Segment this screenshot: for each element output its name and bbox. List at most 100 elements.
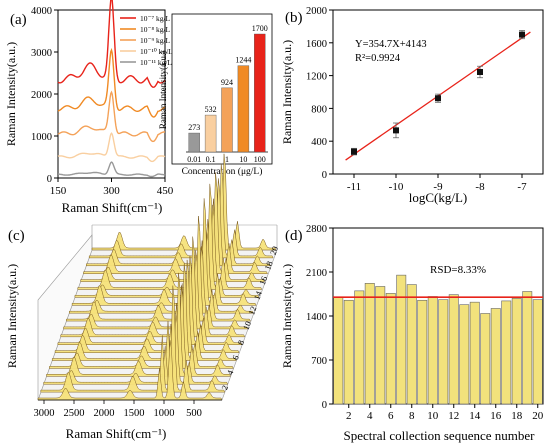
inset-bar bbox=[221, 87, 233, 153]
panel-d-bar bbox=[396, 274, 407, 405]
waterfall-spectrum bbox=[66, 215, 251, 322]
data-point bbox=[477, 68, 483, 75]
panel-d-x-tick-label: 14 bbox=[469, 410, 481, 422]
panel-c-depth-tick-label: 4 bbox=[225, 368, 236, 376]
panel-a-y-ticks: 0 1000 2000 3000 4000 bbox=[31, 6, 58, 185]
panel-d-x-tick-label: 16 bbox=[490, 410, 502, 422]
panel-c-x-tick-label: 2500 bbox=[64, 408, 85, 419]
panel-b-x-ticks: -11 -10 -9 -8 -7 bbox=[347, 174, 527, 193]
panel-d-x-ticks: 2 4 6 8 10 12 14 16 18 20 bbox=[346, 404, 544, 422]
panel-b-y-tick-label: 1200 bbox=[306, 72, 327, 83]
waterfall-spectrum bbox=[77, 183, 263, 290]
inset-bar bbox=[254, 33, 266, 153]
panel-c-x-tick-label: 3000 bbox=[34, 408, 55, 419]
legend-label: 10⁻⁹ kg/L bbox=[140, 36, 171, 45]
waterfall-spectrum bbox=[63, 250, 248, 330]
panel-a-inset: 273 0.01 532 0.1 924 1 1244 10 1700 100 Raman Int… bbox=[158, 13, 273, 177]
panel-b-x-tick-label: -10 bbox=[389, 181, 404, 193]
panel-d-y-label: Raman Intensity(a.u.) bbox=[280, 264, 294, 368]
panel-d-x-tick-label: 8 bbox=[409, 410, 415, 422]
panel-d-bar bbox=[522, 291, 533, 405]
panel-d-bar bbox=[532, 299, 543, 405]
waterfall-spectrum bbox=[83, 172, 268, 274]
data-point bbox=[435, 95, 441, 102]
panel-label-d: (d) bbox=[285, 228, 303, 244]
waterfall-spectrum bbox=[37, 340, 223, 401]
panel-a-spectrum-line bbox=[57, 0, 166, 88]
panel-d-bar bbox=[364, 283, 375, 405]
inset-bar bbox=[204, 114, 217, 153]
panel-c-depth-tick-label: 6 bbox=[230, 354, 241, 361]
panel-d-y-tick-label: 700 bbox=[311, 356, 327, 367]
waterfall-spectrum bbox=[86, 178, 271, 267]
panel-a-x-label: Raman Shift(cm⁻¹) bbox=[62, 200, 163, 215]
panel-d-y-tick-label: 1400 bbox=[306, 312, 327, 323]
waterfall-spectrum bbox=[91, 153, 277, 251]
inset-x-tick-label: 100 bbox=[254, 155, 266, 164]
inset-bar-value: 532 bbox=[205, 105, 217, 114]
panel-d-bars bbox=[333, 274, 543, 405]
panel-d-bar bbox=[385, 293, 396, 405]
waterfall-spectrum bbox=[57, 255, 243, 345]
panel-c-x-ticks: 3000 2500 2000 1500 1000 500 bbox=[34, 399, 222, 419]
panel-label-a: (a) bbox=[10, 12, 27, 28]
panel-a-spectrum-line bbox=[57, 90, 165, 143]
panel-d-y-ticks: 0 700 1400 2100 2800 bbox=[306, 224, 333, 411]
panel-d-bar bbox=[406, 284, 417, 405]
panel-c-depth-tick-label: 2 bbox=[219, 384, 230, 391]
panel-d-y-tick-label: 2100 bbox=[306, 268, 327, 279]
panel-b-y-label: Raman Intensity(a.u.) bbox=[280, 40, 294, 144]
panel-b-y-tick-label: 800 bbox=[311, 104, 327, 115]
inset-x-tick-label: 0.1 bbox=[206, 155, 216, 164]
panel-a-y-tick-label: 2000 bbox=[31, 90, 52, 101]
panel-d: 0 700 1400 2100 2800 2 4 6 8 10 12 14 16 18 20 RSD=8.… bbox=[280, 224, 544, 443]
legend-label: 10⁻⁷ kg/L bbox=[140, 14, 171, 23]
panel-a-y-tick-label: 0 bbox=[47, 174, 52, 185]
panel-b-y-tick-label: 400 bbox=[311, 137, 327, 148]
panel-d-rsd: RSD=8.33% bbox=[430, 264, 486, 276]
waterfall-spectrum bbox=[51, 263, 237, 361]
panel-b-x-tick-label: -9 bbox=[433, 181, 443, 193]
panel-a-x-tick-label: 450 bbox=[157, 185, 174, 197]
panel-d-bar bbox=[438, 299, 449, 405]
panel-c-depth-tick-label: 20 bbox=[268, 245, 280, 256]
waterfall-spectrum bbox=[43, 312, 229, 385]
panel-d-bar bbox=[333, 296, 344, 405]
panel-c-x-tick-label: 1000 bbox=[154, 408, 175, 419]
panel-a-y-label: Raman Intensity(a.u.) bbox=[4, 42, 18, 146]
panel-c-y-label: Raman Intensity(a.u.) bbox=[5, 264, 19, 368]
panel-c-depth-tick-label: 16 bbox=[257, 275, 269, 286]
legend-label: 10⁻¹¹ kg/L bbox=[140, 58, 172, 67]
panel-d-x-tick-label: 2 bbox=[346, 410, 352, 422]
panel-b: 0 400 800 1200 1600 2000 -11 -10 -9 -8 -7 Y=354.7… bbox=[280, 6, 544, 205]
waterfall-spectrum bbox=[46, 272, 231, 377]
panel-d-bar bbox=[343, 299, 354, 405]
panel-b-x-tick-label: -8 bbox=[475, 181, 485, 193]
waterfall-spectrum bbox=[88, 163, 274, 259]
panel-b-y-tick-label: 0 bbox=[322, 170, 327, 181]
panel-label-c: (c) bbox=[8, 228, 25, 244]
panel-b-x-tick-label: -11 bbox=[347, 181, 361, 193]
panel-b-y-tick-label: 1600 bbox=[306, 39, 327, 50]
panel-d-x-tick-label: 10 bbox=[427, 410, 439, 422]
inset-bar bbox=[237, 65, 250, 153]
waterfall-spectrum bbox=[74, 232, 260, 298]
panel-d-bar bbox=[511, 298, 522, 405]
inset-y-label: Raman Intensity(a.u.) bbox=[158, 51, 168, 129]
inset-x-tick-label: 1 bbox=[225, 155, 229, 164]
panel-c-x-tick-label: 1500 bbox=[124, 408, 145, 419]
panel-d-bar bbox=[417, 299, 428, 405]
panel-d-frame bbox=[332, 227, 544, 405]
panel-b-y-tick-label: 2000 bbox=[306, 6, 327, 17]
panel-b-x-tick-label: -7 bbox=[517, 181, 527, 193]
waterfall-spectrum bbox=[40, 285, 226, 393]
panel-b-equation: Y=354.7X+4143 bbox=[355, 39, 427, 50]
panel-b-y-ticks: 0 400 800 1200 1600 2000 bbox=[306, 6, 333, 181]
panel-b-x-label: logC(kg/L) bbox=[409, 190, 468, 205]
panel-a-legend: 10⁻⁷ kg/L 10⁻⁸ kg/L 10⁻⁹ kg/L 10⁻¹⁰ kg/L 10⁻… bbox=[120, 14, 173, 67]
waterfall-spectrum bbox=[71, 198, 257, 306]
inset-x-tick-label: 0.01 bbox=[187, 155, 201, 164]
panel-d-x-tick-label: 6 bbox=[388, 410, 394, 422]
